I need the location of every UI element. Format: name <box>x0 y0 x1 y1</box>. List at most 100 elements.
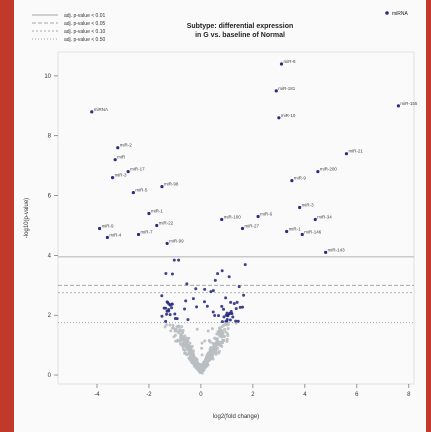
data-point <box>218 326 221 329</box>
background-points <box>160 259 246 375</box>
point-label: miR-143 <box>328 247 346 252</box>
point-label: miR-34 <box>317 214 332 219</box>
data-point <box>200 347 203 350</box>
data-point <box>224 296 227 299</box>
data-point <box>212 346 215 349</box>
data-point <box>212 310 215 313</box>
point-label: miR-100 <box>224 214 242 219</box>
x-tick-label--2: -2 <box>146 392 152 398</box>
point-label: miR-27 <box>244 223 259 228</box>
data-point <box>222 308 225 311</box>
data-point <box>203 300 206 303</box>
data-point <box>182 348 185 351</box>
data-point <box>196 362 199 365</box>
data-point <box>225 319 228 322</box>
data-point <box>183 308 186 311</box>
data-point <box>217 331 220 334</box>
data-point <box>160 315 163 318</box>
x-tick-label-6: 6 <box>355 392 359 398</box>
data-point <box>188 342 191 345</box>
point-label: miR-146 <box>304 229 322 234</box>
data-point <box>218 334 221 337</box>
point-label: miR-4 <box>109 232 121 237</box>
data-point <box>189 347 192 350</box>
data-point <box>242 294 245 297</box>
data-point <box>173 259 176 262</box>
data-point <box>221 269 224 272</box>
point-label: miRNA <box>94 107 108 112</box>
data-point <box>191 345 194 348</box>
point-label: miR-1 <box>151 209 163 214</box>
data-point <box>168 323 171 326</box>
data-point <box>170 306 173 309</box>
data-point <box>211 327 214 330</box>
data-point <box>225 314 228 317</box>
data-point <box>171 273 174 276</box>
labeled-points: miRNAmiR-2miRmiR-3miR-17miR-5miR-98miR-1… <box>90 59 418 254</box>
legend-point-label: miRNA <box>392 11 408 17</box>
y-tick-label-2: 2 <box>48 313 52 319</box>
data-point <box>202 368 205 371</box>
data-point <box>223 328 226 331</box>
data-point <box>228 275 231 278</box>
point-label: miR-99 <box>169 238 184 243</box>
data-point <box>214 279 217 282</box>
point-label: miR-10 <box>281 113 296 118</box>
data-point <box>166 310 169 313</box>
data-point <box>205 365 208 368</box>
point-label: miR-155 <box>400 101 418 106</box>
data-point <box>195 365 198 368</box>
data-point <box>220 305 223 308</box>
data-point <box>226 334 229 337</box>
data-point <box>201 342 204 345</box>
data-point <box>186 318 189 321</box>
data-point <box>233 302 236 305</box>
y-tick-label-6: 6 <box>48 194 52 200</box>
point-label: miR-5 <box>135 188 147 193</box>
data-point <box>221 320 224 323</box>
data-point <box>164 320 167 323</box>
data-point <box>172 327 175 330</box>
data-point <box>216 272 219 275</box>
data-point <box>208 357 211 360</box>
point-label: miR-8 <box>283 59 295 64</box>
data-point <box>169 329 172 332</box>
data-point <box>195 305 198 308</box>
data-point <box>226 340 229 343</box>
point-label: miR-200 <box>320 167 338 172</box>
y-tick-label-8: 8 <box>48 134 52 140</box>
data-point <box>223 335 226 338</box>
data-point <box>237 320 240 323</box>
data-point <box>213 314 216 317</box>
legend: adj. p-value < 0.01 adj. p-value < 0.05 ad… <box>32 13 105 43</box>
x-tick-label-2: 2 <box>251 392 255 398</box>
data-point <box>180 339 183 342</box>
data-point <box>172 324 175 327</box>
legend-label-2: adj. p-value < 0.10 <box>64 29 105 35</box>
point-label: miR <box>117 155 126 160</box>
data-point <box>192 353 195 356</box>
data-point <box>174 340 177 343</box>
data-point <box>238 285 241 288</box>
data-point <box>173 312 176 315</box>
data-point <box>206 360 209 363</box>
data-point <box>174 329 177 332</box>
data-point <box>198 365 201 368</box>
data-point <box>214 353 217 356</box>
data-point <box>192 361 195 364</box>
data-point <box>169 313 172 316</box>
volcano-plot: adj. p-value < 0.01adj. p-value < 0.05ad… <box>14 0 426 432</box>
data-point <box>218 343 221 346</box>
data-point <box>217 352 220 355</box>
data-point <box>188 357 191 360</box>
legend-label-1: adj. p-value < 0.05 <box>64 21 105 27</box>
data-point <box>194 287 197 290</box>
data-point <box>230 312 233 315</box>
y-axis-label: -log10(p-value) <box>24 198 30 238</box>
data-point <box>223 339 226 342</box>
chart-title: Subtype: differential expression <box>187 23 294 30</box>
x-tick-label-8: 8 <box>407 392 411 398</box>
threshold-lines <box>58 257 414 323</box>
data-point <box>184 299 187 302</box>
point-label: miR-2 <box>120 143 132 148</box>
